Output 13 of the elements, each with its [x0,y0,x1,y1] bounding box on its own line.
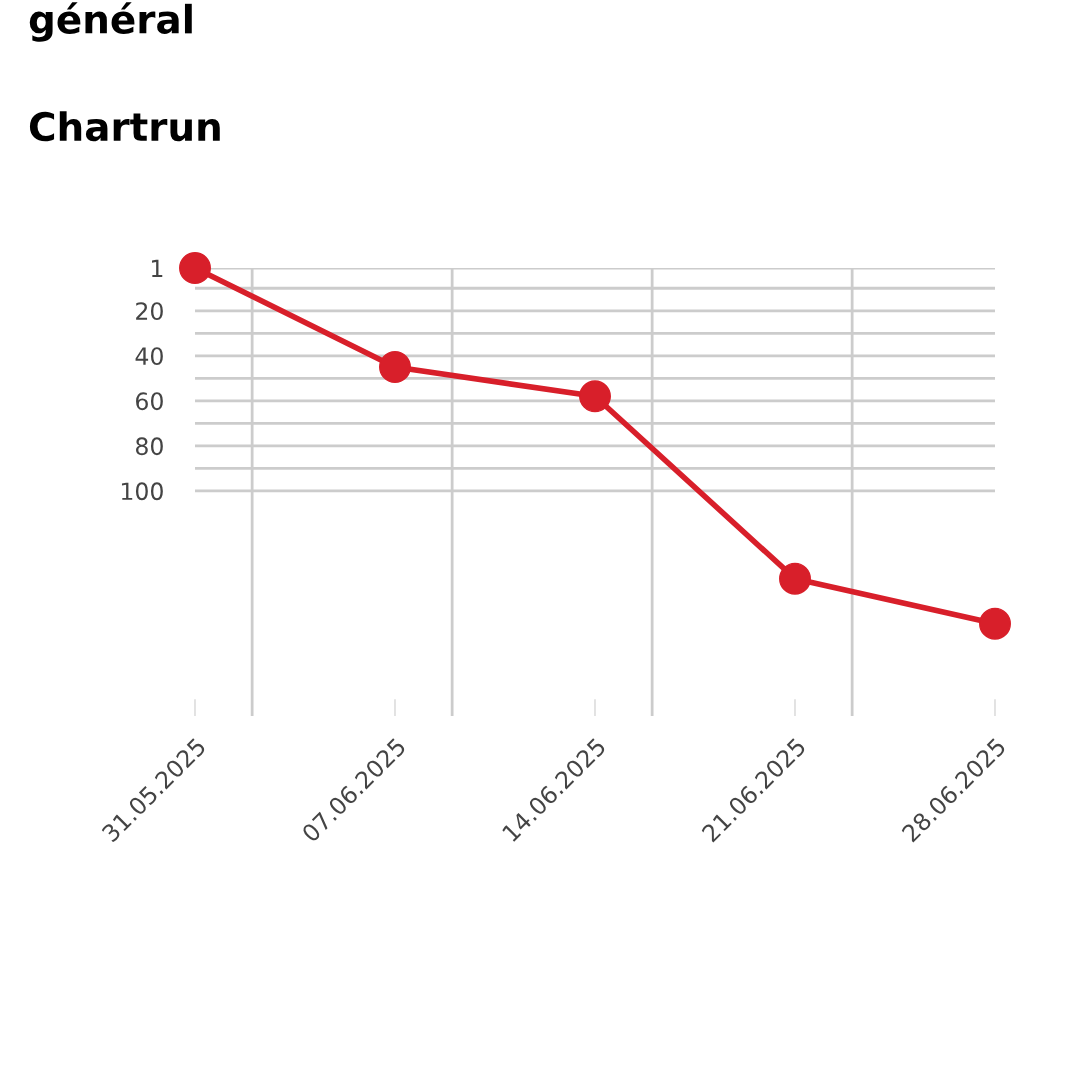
y-tick-label: 1 [152,259,163,277]
point [179,252,211,284]
point [379,351,411,384]
y-tick-label: 80 [136,437,163,456]
y-tick-label: 40 [135,347,163,366]
point [979,607,1011,640]
point [779,562,811,595]
y-tick-label: 60 [136,392,163,411]
y-tick-label: 20 [136,302,163,321]
chart-title: Chartrun [29,111,220,142]
text: général [29,2,192,42]
y-tick-label: 100 [121,482,163,501]
point [579,380,611,413]
